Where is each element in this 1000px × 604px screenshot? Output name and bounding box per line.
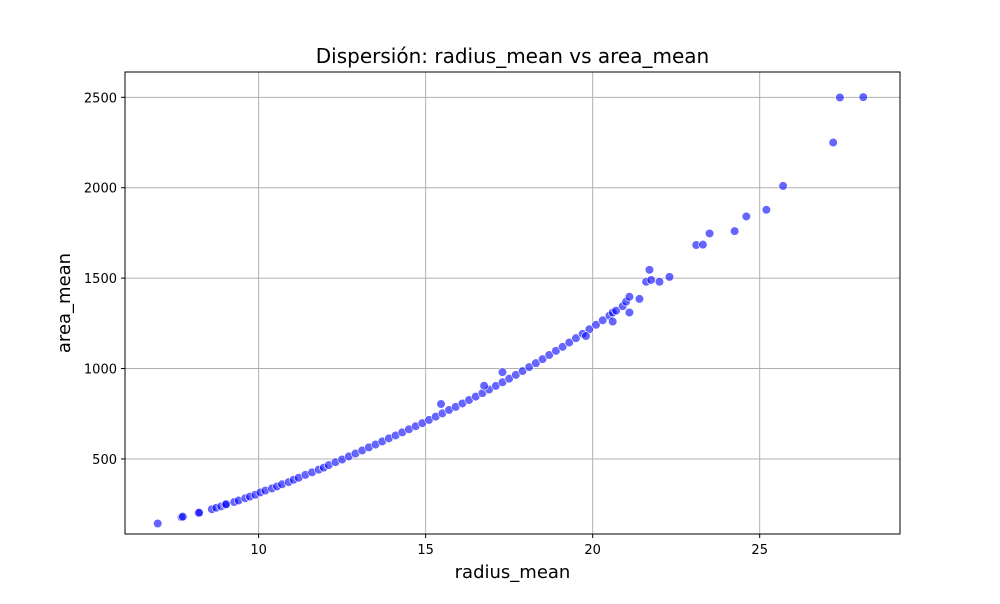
y-tick-label: 1500 [84,272,117,287]
chart-title: Dispersión: radius_mean vs area_mean [316,44,709,68]
data-point [828,137,838,148]
x-axis-label: radius_mean [455,562,571,583]
data-point [564,337,574,348]
data-point [153,518,163,529]
data-point [698,240,708,250]
grid-lines [125,72,900,534]
x-tick-label: 15 [417,543,434,558]
data-point [581,331,591,341]
data-point [741,211,751,222]
y-axis-label: area_mean [54,253,75,353]
data-point [194,508,204,518]
x-tick-label: 10 [250,543,267,558]
data-point [558,342,568,352]
data-point [835,92,845,103]
y-tick-label: 2000 [84,182,117,197]
data-point [664,272,675,282]
data-point [591,320,601,330]
data-point [537,354,548,364]
data-point [646,275,656,285]
x-tick-label: 20 [584,543,601,558]
data-point [178,512,188,522]
data-points [153,92,868,529]
data-point [497,367,508,377]
data-point [598,315,608,325]
axis-ticks: 10 15 20 25 500 1000 1500 2000 2500 [84,91,768,558]
data-point [608,316,618,327]
data-point [761,205,771,215]
data-point [531,358,541,368]
y-tick-label: 2500 [84,91,117,106]
data-point [644,265,655,275]
data-point [624,307,635,318]
data-point [611,306,621,316]
data-point [704,228,715,239]
data-point [551,346,561,356]
data-point [221,499,231,509]
data-point [654,277,665,287]
y-tick-label: 1000 [84,363,117,378]
y-tick-label: 500 [92,453,117,468]
x-tick-label: 25 [751,543,768,558]
data-point [634,294,645,304]
plot-area [124,71,901,535]
data-point [778,181,788,191]
data-point [544,350,554,360]
data-point [858,92,868,102]
data-point [624,292,635,302]
data-point [479,381,489,391]
data-point [524,362,534,372]
data-point [571,333,581,343]
data-point [517,366,528,376]
data-point [730,226,740,236]
data-point [436,399,446,409]
